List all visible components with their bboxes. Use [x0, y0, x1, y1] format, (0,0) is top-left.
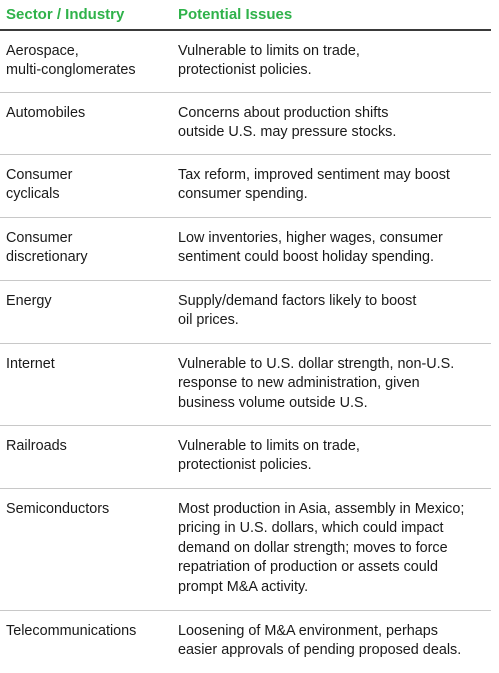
issues-cell: Vulnerable to U.S. dollar strength, non-…	[178, 356, 455, 411]
sector-cell: Consumer cyclicals	[6, 167, 73, 203]
header-sector: Sector / Industry	[0, 6, 178, 24]
issues-cell: Vulnerable to limits on trade, protectio…	[178, 438, 360, 474]
sector-cell: Aerospace, multi-conglomerates	[6, 43, 136, 79]
issues-cell: Vulnerable to limits on trade, protectio…	[178, 43, 360, 79]
issues-cell: Tax reform, improved sentiment may boost…	[178, 167, 450, 203]
table-row: Semiconductors Most production in Asia, …	[0, 489, 491, 611]
issues-cell: Low inventories, higher wages, consumer …	[178, 230, 443, 266]
table-row: Telecommunications Loosening of M&A envi…	[0, 611, 491, 673]
table-header: Sector / Industry Potential Issues	[0, 0, 491, 31]
table-row: Aerospace, multi-conglomerates Vulnerabl…	[0, 31, 491, 93]
sector-cell: Internet	[6, 356, 55, 372]
sector-cell: Telecommunications	[6, 623, 137, 639]
table-row: Consumer discretionary Low inventories, …	[0, 218, 491, 281]
sector-cell: Semiconductors	[6, 501, 110, 517]
issues-cell: Most production in Asia, assembly in Mex…	[178, 501, 465, 595]
header-issues: Potential Issues	[178, 6, 491, 24]
issues-cell: Loosening of M&A environment, perhaps ea…	[178, 623, 462, 659]
header-sector-label: Sector / Industry	[6, 6, 125, 23]
header-issues-label: Potential Issues	[178, 6, 293, 23]
sector-cell: Energy	[6, 293, 52, 309]
table-row: Internet Vulnerable to U.S. dollar stren…	[0, 344, 491, 426]
issues-cell: Concerns about production shifts outside…	[178, 105, 397, 141]
issues-cell: Supply/demand factors likely to boost oi…	[178, 293, 417, 329]
sector-cell: Consumer discretionary	[6, 230, 88, 266]
table-row: Automobiles Concerns about production sh…	[0, 93, 491, 155]
table-row: Energy Supply/demand factors likely to b…	[0, 281, 491, 344]
table-row: Railroads Vulnerable to limits on trade,…	[0, 426, 491, 489]
sector-cell: Railroads	[6, 438, 67, 454]
table-row: Consumer cyclicals Tax reform, improved …	[0, 155, 491, 218]
sector-cell: Automobiles	[6, 105, 86, 121]
